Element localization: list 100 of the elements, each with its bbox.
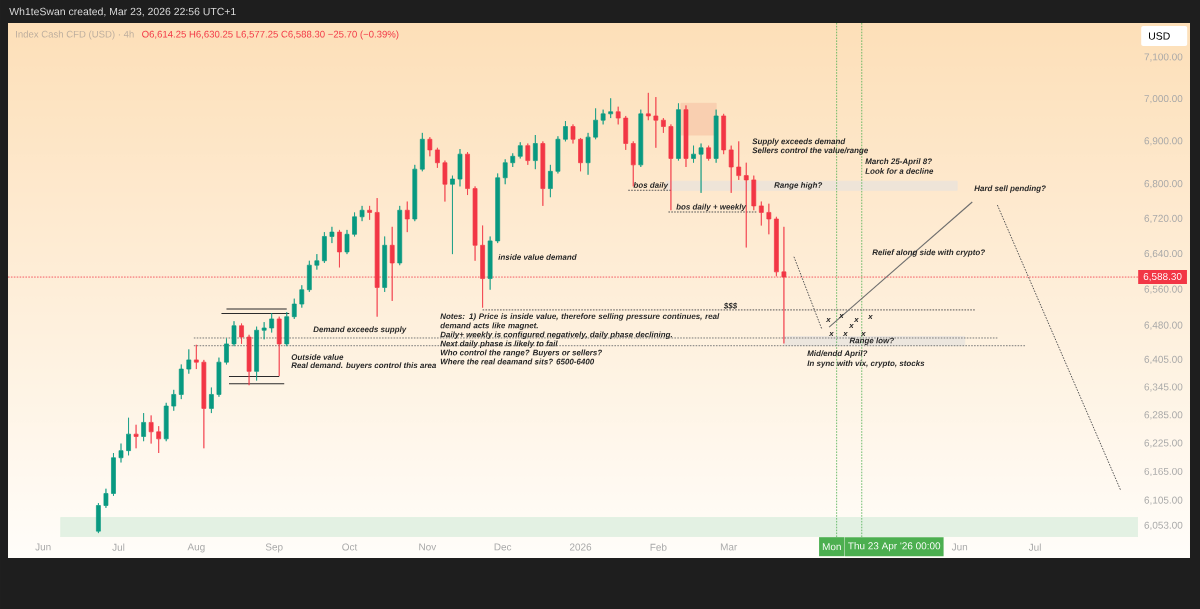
candlestick <box>774 216 779 277</box>
candlestick <box>713 109 719 164</box>
candlestick <box>412 164 418 222</box>
y-tick-label: 6,053.00 <box>1144 521 1183 530</box>
candlestick <box>517 141 523 159</box>
candlestick <box>623 115 629 151</box>
candlestick <box>638 109 644 168</box>
candlestick <box>698 143 704 194</box>
candlestick <box>495 173 501 244</box>
candlestick <box>593 108 598 140</box>
candlestick <box>555 135 561 174</box>
candlestick <box>442 160 448 202</box>
y-tick-label: 6,720.00 <box>1144 214 1183 224</box>
y-tick-label: 6,285.00 <box>1144 411 1183 420</box>
candlestick <box>472 186 478 262</box>
x-tick-label: Nov <box>419 543 437 551</box>
candlestick <box>706 145 711 161</box>
candlestick <box>314 253 320 270</box>
candlestick <box>450 175 455 255</box>
candlestick <box>201 359 207 449</box>
candlestick <box>548 164 553 198</box>
candlestick <box>246 334 252 386</box>
candlestick <box>691 145 696 164</box>
ref-line-label: Mon <box>822 543 841 551</box>
x-tick-label: Aug <box>187 543 205 553</box>
candlestick <box>231 320 237 347</box>
candlestick <box>118 443 124 463</box>
candlestick <box>209 387 214 414</box>
candlestick <box>103 488 109 509</box>
candlestick <box>224 338 229 365</box>
candlestick <box>502 158 508 185</box>
x-tick-label: Jun <box>35 543 51 551</box>
candlestick <box>126 417 131 456</box>
candlestick <box>344 229 350 255</box>
candlestick <box>676 102 681 161</box>
candlestick <box>427 136 433 157</box>
y-tick-label: 6,640.00 <box>1144 250 1183 259</box>
candlestick <box>683 105 689 168</box>
x-tick-label: Jul <box>112 543 125 551</box>
candlestick <box>487 236 493 291</box>
candlestick <box>111 452 116 497</box>
y-tick-label: 6,480.00 <box>1144 321 1183 330</box>
candlestick <box>284 311 290 347</box>
candlestick <box>578 137 583 172</box>
candlestick <box>563 120 568 142</box>
candlestick <box>615 106 621 125</box>
x-tick-label: Mar <box>720 543 738 551</box>
candlestick <box>600 109 606 125</box>
x-tick-label: Oct <box>342 543 358 551</box>
candlestick <box>645 92 651 121</box>
candlestick <box>435 147 440 169</box>
y-tick-label: 6,900.00 <box>1144 137 1183 146</box>
candlestick <box>306 260 312 293</box>
y-tick-label: 6,345.00 <box>1144 383 1183 392</box>
ref-line-label: 6,588.30 <box>1143 272 1182 282</box>
candlestick <box>239 323 244 345</box>
candlestick <box>525 143 531 166</box>
candlestick <box>570 124 576 144</box>
candlestick <box>352 212 357 237</box>
candlestick <box>291 298 297 320</box>
candlestick <box>457 148 463 187</box>
chart-title: Wh1teSwan created, Mar 23, 2026 22:56 UTC+1 <box>9 7 236 17</box>
candlestick <box>171 389 177 412</box>
legend-label: Thu 23 Apr '26 00:00 <box>848 542 941 552</box>
candlestick <box>661 117 666 134</box>
y-tick-label: 6,405.00 <box>1144 355 1183 365</box>
candlestick <box>163 402 169 442</box>
candlestick <box>653 96 659 149</box>
x-tick-label: Jul <box>1028 543 1041 551</box>
candlestick <box>178 364 184 400</box>
x-tick-label: Jun <box>951 543 968 551</box>
candlestick <box>96 502 101 534</box>
x-tick-label: 2026 <box>569 543 592 551</box>
candlestick <box>193 344 199 370</box>
candlestick <box>540 141 546 207</box>
candlestick <box>261 321 267 340</box>
candlestick <box>419 132 425 172</box>
candlestick <box>532 134 538 170</box>
candlestick <box>322 231 327 264</box>
candlestick <box>397 205 403 266</box>
candlestick <box>721 113 727 155</box>
candlestick <box>329 226 335 244</box>
x-tick-label: Sep <box>265 543 283 553</box>
candlestick <box>337 229 342 268</box>
candlestick <box>728 145 734 194</box>
x-tick-label: Dec <box>494 543 512 551</box>
candlestick <box>668 124 674 211</box>
candlestick <box>510 152 516 168</box>
y-tick-label: 6,225.00 <box>1144 439 1183 448</box>
y-tick-label: 7,000.00 <box>1144 95 1183 104</box>
candlestick <box>133 424 139 449</box>
y-tick-label: 6,560.00 <box>1144 285 1183 294</box>
candlestick <box>404 201 410 233</box>
y-tick-label: 7,100.00 <box>1144 53 1183 62</box>
candlestick <box>156 425 162 454</box>
candlestick <box>216 357 222 398</box>
candlestick <box>141 412 146 442</box>
candlestick <box>148 415 154 444</box>
candlestick <box>382 236 388 293</box>
candlestick <box>359 205 365 222</box>
